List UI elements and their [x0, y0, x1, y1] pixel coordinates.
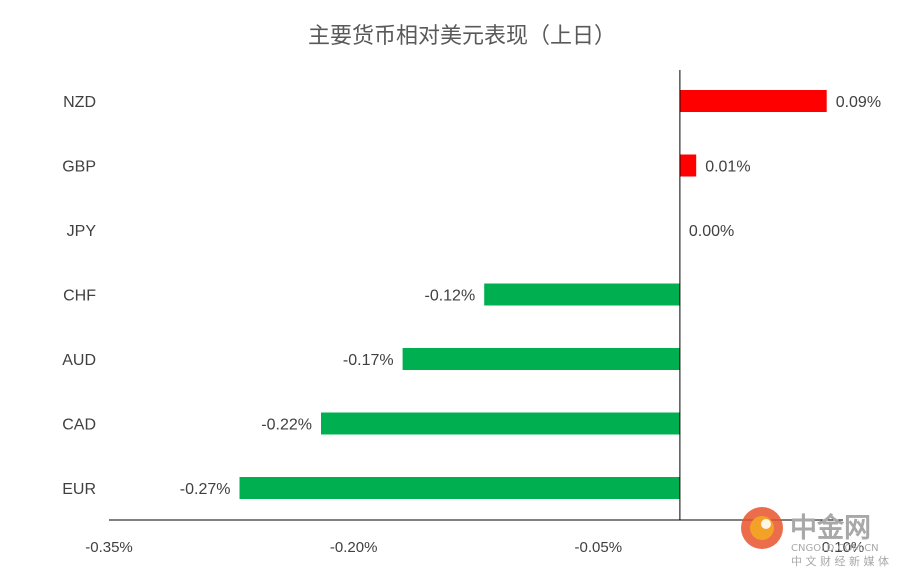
data-labels: 0.09% 0.01% 0.00% -0.12% -0.17% -0.22% -0.27% — [180, 94, 881, 498]
data-label-eur: -0.27% — [180, 481, 231, 498]
category-label-chf: CHF — [63, 288, 96, 305]
bar-gbp — [679, 154, 697, 177]
bar-nzd — [679, 90, 827, 112]
data-label-cad: -0.22% — [261, 417, 312, 434]
bars-group — [239, 90, 827, 499]
data-label-aud: -0.17% — [343, 352, 394, 369]
bar-cad — [321, 412, 680, 435]
x-tick-label: -0.05% — [575, 539, 623, 556]
bar-eur — [239, 477, 680, 499]
data-label-nzd: 0.09% — [836, 94, 881, 111]
category-label-jpy: JPY — [67, 223, 97, 240]
watermark-url: CNGOLD.COM.CN — [791, 543, 879, 554]
category-label-cad: CAD — [62, 417, 96, 434]
axes-group — [109, 70, 843, 521]
category-label-aud: AUD — [62, 352, 96, 369]
category-label-nzd: NZD — [63, 94, 96, 111]
watermark: 中金网 CNGOLD.COM.CN 中 文 财 经 新 媒 体 — [741, 507, 889, 568]
bar-aud — [402, 348, 680, 370]
watermark-slogan: 中 文 财 经 新 媒 体 — [791, 554, 889, 568]
chart-title: 主要货币相对美元表现（上日） — [308, 24, 616, 49]
category-label-eur: EUR — [62, 481, 96, 498]
data-label-gbp: 0.01% — [705, 159, 750, 176]
x-tick-label: -0.35% — [85, 539, 133, 556]
watermark-name: 中金网 — [790, 512, 871, 544]
category-label-gbp: GBP — [62, 159, 96, 176]
x-tick-label: 0.10% — [822, 539, 865, 556]
data-label-jpy: 0.00% — [689, 223, 734, 240]
x-tick-label: -0.20% — [330, 539, 378, 556]
cngold-logo-icon — [741, 507, 783, 549]
category-labels: NZD GBP JPY CHF AUD CAD EUR — [62, 94, 96, 498]
bar-chf — [484, 283, 680, 306]
data-label-chf: -0.12% — [424, 288, 475, 305]
tick-labels: -0.35% -0.20% -0.05% 0.10% — [85, 539, 864, 556]
